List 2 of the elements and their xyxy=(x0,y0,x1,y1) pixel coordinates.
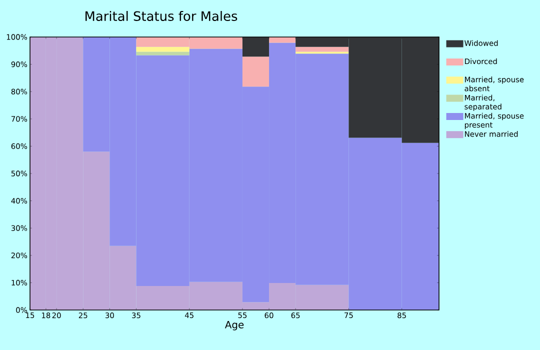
x-axis-title: Age xyxy=(224,321,244,330)
chart-title: Marital Status for Males xyxy=(86,10,238,22)
